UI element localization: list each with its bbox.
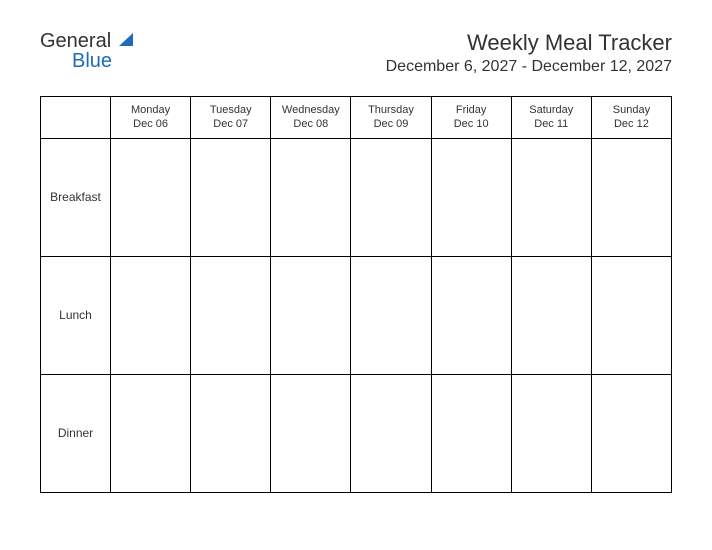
meal-cell <box>511 374 591 492</box>
meal-cell <box>351 256 431 374</box>
day-header: Thursday Dec 09 <box>351 97 431 139</box>
page-header: General Blue Weekly Meal Tracker Decembe… <box>40 30 672 76</box>
day-date: Dec 10 <box>434 117 509 131</box>
day-date: Dec 06 <box>113 117 188 131</box>
day-header: Sunday Dec 12 <box>591 97 671 139</box>
day-date: Dec 07 <box>193 117 268 131</box>
day-date: Dec 08 <box>273 117 348 131</box>
meal-cell <box>271 256 351 374</box>
day-name: Thursday <box>353 103 428 117</box>
day-header: Tuesday Dec 07 <box>191 97 271 139</box>
day-name: Wednesday <box>273 103 348 117</box>
meal-cell <box>591 256 671 374</box>
meal-label: Breakfast <box>41 138 111 256</box>
day-date: Dec 09 <box>353 117 428 131</box>
meal-cell <box>271 138 351 256</box>
meal-cell <box>511 256 591 374</box>
table-row: Dinner <box>41 374 672 492</box>
page-title: Weekly Meal Tracker <box>386 30 672 56</box>
day-name: Saturday <box>514 103 589 117</box>
day-date: Dec 11 <box>514 117 589 131</box>
meal-cell <box>591 374 671 492</box>
meal-cell <box>591 138 671 256</box>
table-header-row: Monday Dec 06 Tuesday Dec 07 Wednesday D… <box>41 97 672 139</box>
day-name: Tuesday <box>193 103 268 117</box>
meal-cell <box>431 256 511 374</box>
meal-cell <box>111 374 191 492</box>
meal-cell <box>271 374 351 492</box>
day-name: Monday <box>113 103 188 117</box>
day-name: Sunday <box>594 103 669 117</box>
meal-cell <box>111 256 191 374</box>
logo-sail-icon <box>119 30 137 52</box>
meal-cell <box>191 138 271 256</box>
meal-tracker-table: Monday Dec 06 Tuesday Dec 07 Wednesday D… <box>40 96 672 493</box>
meal-cell <box>191 374 271 492</box>
day-date: Dec 12 <box>594 117 669 131</box>
logo-blue-text: Blue <box>72 50 137 72</box>
day-header: Friday Dec 10 <box>431 97 511 139</box>
meal-label: Lunch <box>41 256 111 374</box>
logo-general-text: General <box>40 30 111 52</box>
day-name: Friday <box>434 103 509 117</box>
meal-cell <box>511 138 591 256</box>
day-header: Wednesday Dec 08 <box>271 97 351 139</box>
logo-text: General Blue <box>40 30 137 72</box>
meal-cell <box>431 138 511 256</box>
corner-cell <box>41 97 111 139</box>
meal-label: Dinner <box>41 374 111 492</box>
date-range: December 6, 2027 - December 12, 2027 <box>386 58 672 76</box>
title-block: Weekly Meal Tracker December 6, 2027 - D… <box>386 30 672 76</box>
table-row: Lunch <box>41 256 672 374</box>
logo: General Blue <box>40 30 137 72</box>
day-header: Monday Dec 06 <box>111 97 191 139</box>
meal-cell <box>191 256 271 374</box>
meal-cell <box>111 138 191 256</box>
meal-cell <box>351 374 431 492</box>
day-header: Saturday Dec 11 <box>511 97 591 139</box>
table-row: Breakfast <box>41 138 672 256</box>
meal-cell <box>431 374 511 492</box>
meal-cell <box>351 138 431 256</box>
